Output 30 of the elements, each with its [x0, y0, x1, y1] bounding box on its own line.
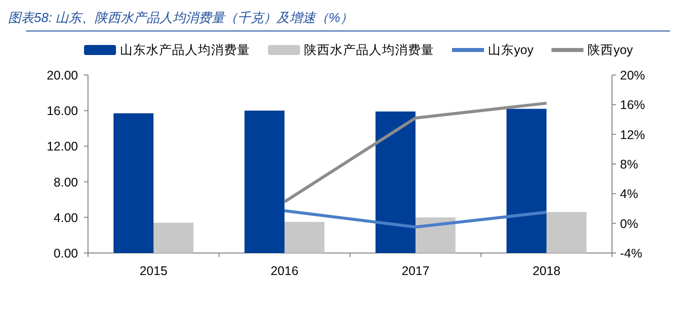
x-tick-label: 2015 — [140, 264, 168, 278]
bar — [546, 212, 586, 253]
x-tick-label: 2017 — [402, 264, 430, 278]
bar — [506, 108, 546, 253]
y-tick-label: 16.00 — [46, 104, 78, 118]
legend-label: 山东水产品人均消费量 — [120, 43, 250, 57]
y-tick-label: 20.00 — [46, 68, 78, 82]
y2-tick-label: 0% — [620, 216, 638, 231]
y-tick-label: 8.00 — [54, 175, 78, 190]
x-tick-label: 2016 — [270, 264, 298, 278]
legend-label: 陕西水产品人均消费量 — [304, 43, 434, 57]
bar — [416, 217, 456, 253]
y-tick-label: 12.00 — [46, 140, 78, 154]
bar — [376, 111, 416, 253]
y2-tick-label: 12% — [620, 128, 646, 142]
legend-label: 山东yoy — [488, 43, 534, 57]
y2-tick-label: 20% — [620, 68, 646, 82]
y-tick-label: 0.00 — [54, 246, 78, 260]
y2-tick-label: 16% — [620, 98, 646, 112]
y2-tick-label: 8% — [620, 158, 638, 172]
bar — [284, 222, 324, 253]
chart-title: 图表58: 山东、陕西水产品人均消费量（千克）及增速（%） — [8, 10, 354, 25]
y2-tick-label: 4% — [620, 187, 638, 202]
legend-label: 陕西yoy — [587, 43, 634, 57]
bar — [244, 110, 284, 253]
bar — [114, 113, 154, 253]
bar — [154, 222, 194, 253]
y2-tick-label: -4% — [620, 246, 642, 260]
y-tick-label: 4.00 — [54, 210, 78, 225]
x-tick-label: 2018 — [532, 264, 560, 278]
